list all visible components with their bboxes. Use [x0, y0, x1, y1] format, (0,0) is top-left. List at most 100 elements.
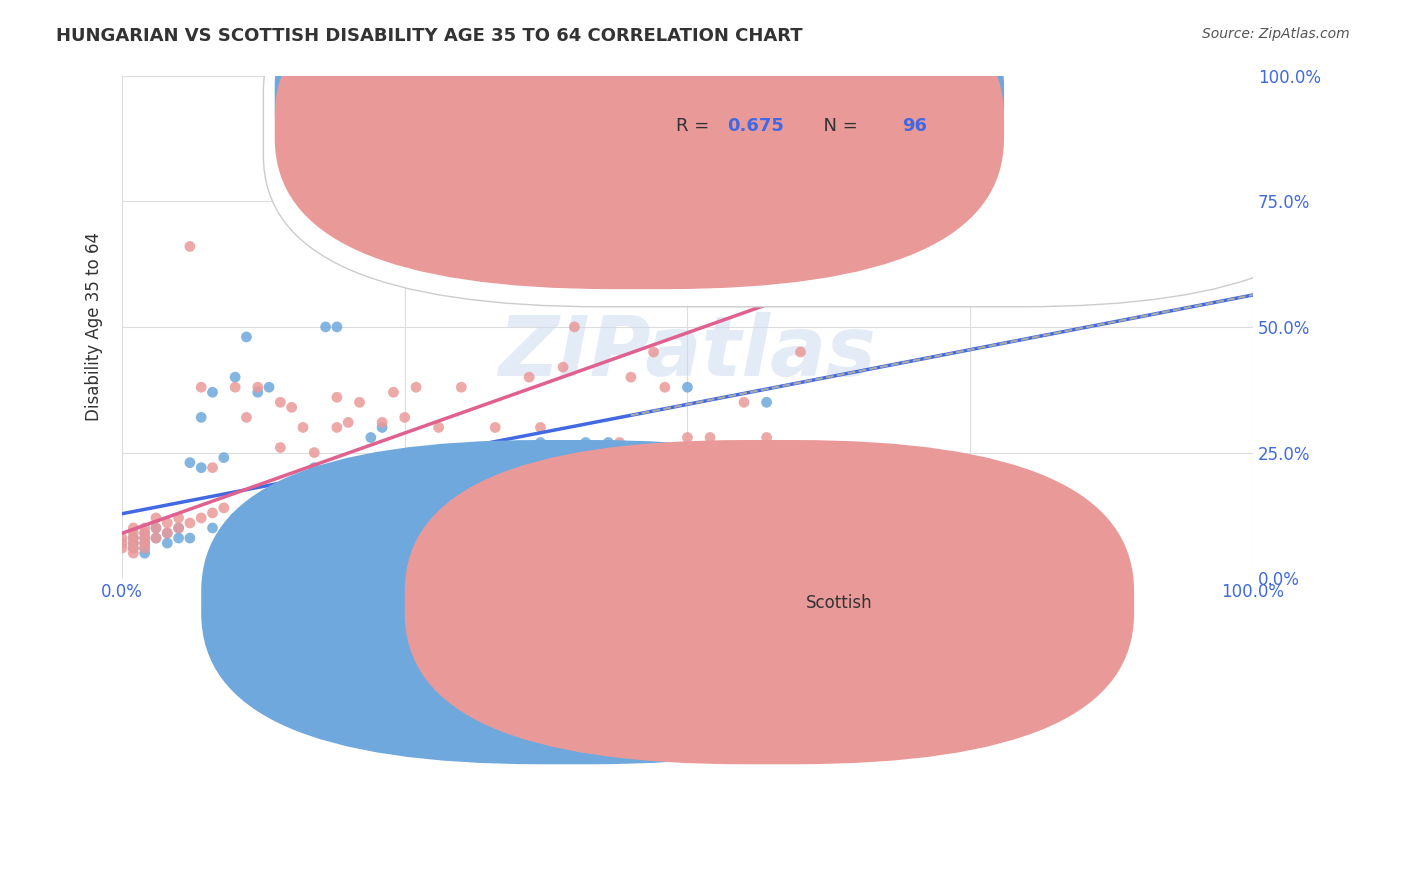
- Point: [145, 531, 167, 545]
- Point: [269, 395, 291, 409]
- Text: 0.330: 0.330: [727, 87, 785, 104]
- Point: [224, 511, 246, 525]
- Point: [167, 521, 190, 535]
- Point: [190, 511, 212, 525]
- Point: [540, 445, 562, 459]
- Point: [179, 516, 201, 530]
- Point: [506, 445, 529, 459]
- Point: [235, 330, 257, 344]
- Point: [111, 531, 134, 545]
- Point: [134, 536, 156, 550]
- Point: [156, 516, 179, 530]
- Point: [620, 370, 643, 384]
- Point: [201, 460, 224, 475]
- Point: [156, 536, 179, 550]
- Point: [789, 345, 811, 359]
- Point: [416, 466, 439, 480]
- Point: [1163, 169, 1185, 183]
- Point: [609, 445, 631, 459]
- Point: [134, 521, 156, 535]
- Point: [167, 531, 190, 545]
- Point: [337, 460, 360, 475]
- Point: [201, 521, 224, 535]
- Text: ZIPatlas: ZIPatlas: [499, 311, 876, 392]
- Point: [360, 460, 382, 475]
- Text: N =: N =: [811, 117, 863, 135]
- Point: [484, 420, 506, 434]
- Point: [461, 450, 484, 465]
- Point: [122, 536, 145, 550]
- Point: [326, 319, 349, 334]
- Point: [360, 500, 382, 515]
- Point: [1241, 69, 1264, 83]
- Point: [246, 380, 269, 394]
- Point: [925, 244, 948, 259]
- Point: [145, 531, 167, 545]
- Text: 0.675: 0.675: [727, 117, 785, 135]
- Point: [427, 420, 450, 434]
- Point: [212, 500, 235, 515]
- Point: [688, 496, 710, 510]
- Point: [564, 319, 586, 334]
- Point: [811, 294, 834, 309]
- FancyBboxPatch shape: [201, 440, 931, 764]
- Point: [246, 385, 269, 400]
- Point: [134, 541, 156, 555]
- Point: [575, 435, 598, 450]
- Point: [212, 450, 235, 465]
- Point: [280, 401, 302, 415]
- Point: [246, 496, 269, 510]
- Point: [315, 319, 337, 334]
- Point: [122, 526, 145, 541]
- Point: [111, 541, 134, 555]
- Point: [326, 420, 349, 434]
- Point: [506, 506, 529, 520]
- Point: [304, 460, 326, 475]
- Point: [145, 521, 167, 535]
- Point: [598, 496, 620, 510]
- Point: [450, 471, 472, 485]
- Point: [145, 511, 167, 525]
- Point: [1241, 69, 1264, 83]
- Point: [122, 531, 145, 545]
- Point: [1230, 94, 1253, 108]
- Point: [122, 541, 145, 555]
- Point: [405, 380, 427, 394]
- Point: [382, 385, 405, 400]
- Point: [122, 531, 145, 545]
- Point: [371, 416, 394, 430]
- Text: 96: 96: [903, 117, 928, 135]
- Point: [134, 536, 156, 550]
- Point: [235, 410, 257, 425]
- Point: [551, 360, 574, 375]
- Point: [394, 410, 416, 425]
- Point: [349, 500, 371, 515]
- Point: [224, 370, 246, 384]
- Text: HUNGARIAN VS SCOTTISH DISABILITY AGE 35 TO 64 CORRELATION CHART: HUNGARIAN VS SCOTTISH DISABILITY AGE 35 …: [56, 27, 803, 45]
- Point: [326, 390, 349, 404]
- Point: [1241, 69, 1264, 83]
- Point: [291, 420, 314, 434]
- Point: [201, 385, 224, 400]
- Point: [371, 420, 394, 434]
- Point: [903, 269, 925, 284]
- Point: [304, 445, 326, 459]
- Point: [179, 531, 201, 545]
- Point: [134, 546, 156, 560]
- FancyBboxPatch shape: [274, 0, 1004, 289]
- Point: [201, 506, 224, 520]
- Point: [280, 485, 302, 500]
- Point: [280, 531, 302, 545]
- Point: [1241, 73, 1264, 87]
- Point: [337, 416, 360, 430]
- Point: [699, 445, 721, 459]
- Point: [134, 526, 156, 541]
- Point: [1071, 219, 1094, 234]
- Point: [846, 290, 869, 304]
- Point: [416, 456, 439, 470]
- Point: [1241, 73, 1264, 87]
- Point: [167, 521, 190, 535]
- Point: [167, 511, 190, 525]
- Point: [755, 430, 778, 444]
- Point: [257, 380, 280, 394]
